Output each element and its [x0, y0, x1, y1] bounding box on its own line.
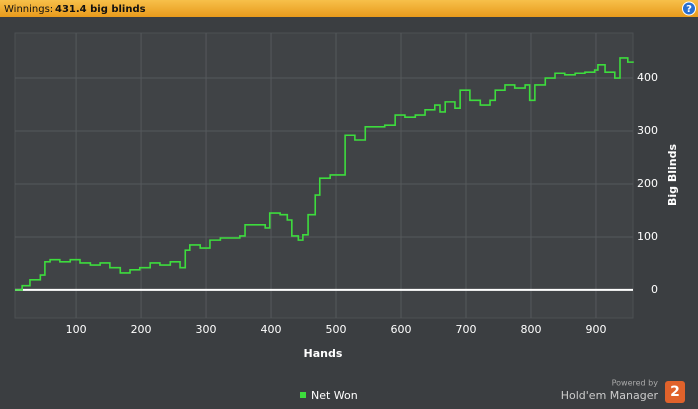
logo-badge [665, 381, 685, 403]
x-tick-label: 200 [131, 323, 152, 336]
x-tick-label: 900 [585, 323, 606, 336]
logo-text: 2 [670, 384, 680, 400]
help-icon[interactable] [682, 1, 696, 16]
y-tick-label: 200 [637, 177, 658, 190]
product-name: Hold'em Manager [561, 389, 659, 402]
y-tick-label: 0 [651, 283, 658, 296]
y-tick-label: 300 [637, 124, 658, 137]
x-tick-label: 600 [391, 323, 412, 336]
x-tick-label: 100 [66, 323, 87, 336]
y-axis-label: Big Blinds [666, 144, 679, 206]
legend-label: Net Won [311, 389, 358, 402]
x-tick-label: 300 [196, 323, 217, 336]
header-bar [0, 0, 698, 17]
x-tick-label: 800 [520, 323, 541, 336]
help-text[interactable]: ? [686, 4, 692, 15]
plot-area [14, 32, 634, 319]
data-line [15, 57, 634, 291]
y-tick-label: 400 [637, 71, 658, 84]
x-tick-label: 700 [455, 323, 476, 336]
x-tick-label: 400 [261, 323, 282, 336]
x-tick-label: 500 [326, 323, 347, 336]
header-label: Winnings: [4, 4, 53, 15]
header-value: 431.4 big blinds [55, 4, 146, 15]
powered-by: Powered by [612, 379, 659, 388]
x-axis-label: Hands [304, 347, 343, 360]
y-tick-label: 100 [637, 230, 658, 243]
legend-swatch [300, 392, 306, 398]
